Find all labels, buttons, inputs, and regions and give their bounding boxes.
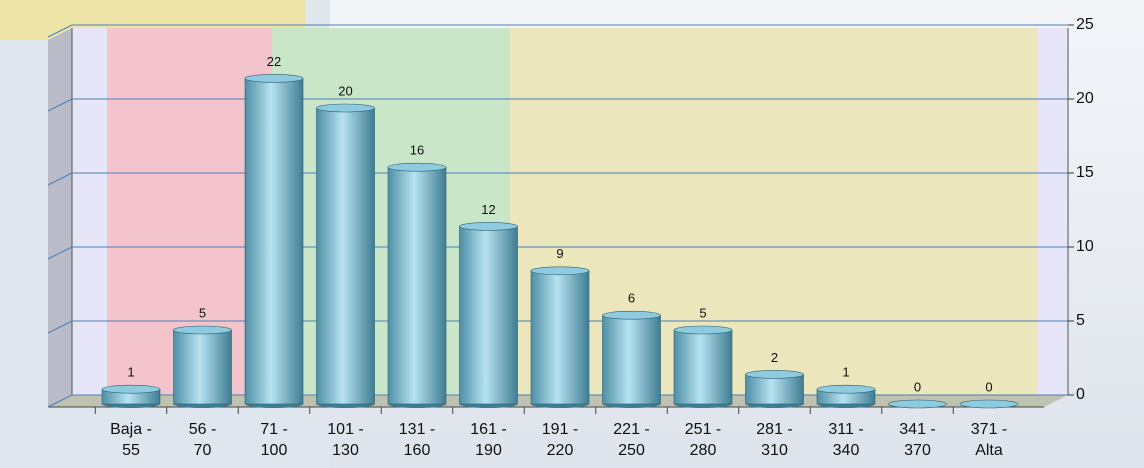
bar-top xyxy=(101,384,161,394)
x-tick-label: 190 xyxy=(475,442,502,459)
bar-top xyxy=(888,399,947,409)
x-tick-label: 71 - xyxy=(260,421,288,438)
x-tick-label: 250 xyxy=(618,442,645,459)
x-tick-label: 100 xyxy=(261,442,288,459)
grid-line-side xyxy=(47,172,73,186)
value-label: 9 xyxy=(556,246,563,261)
y-tick-label: 5 xyxy=(1076,312,1085,329)
bar xyxy=(387,166,447,405)
grid-line-side xyxy=(47,320,73,334)
x-tick-label: 251 - xyxy=(685,421,721,438)
value-label: 6 xyxy=(628,291,635,306)
x-tick-label: 130 xyxy=(332,442,359,459)
bar-top xyxy=(244,74,304,83)
x-tick-label: 55 xyxy=(122,442,140,459)
bar-top xyxy=(530,266,590,276)
bar-top xyxy=(673,325,733,335)
value-label: 16 xyxy=(410,143,424,158)
x-tick-label: 311 - xyxy=(828,421,863,438)
bar xyxy=(316,107,375,405)
value-label: 12 xyxy=(481,202,495,217)
x-tick-label: 340 xyxy=(833,442,860,459)
x-tick-label: 281 - xyxy=(756,421,792,438)
x-tick-label: 371 - xyxy=(971,421,1007,438)
grid-line-side xyxy=(47,98,73,112)
y-tick-label: 25 xyxy=(1076,16,1094,33)
x-tick-label: 280 xyxy=(690,442,717,459)
left-wall xyxy=(48,28,72,407)
bar xyxy=(673,329,733,405)
value-label: 0 xyxy=(914,379,921,394)
x-tick-label: 131 - xyxy=(399,421,435,438)
x-tick-label: 221 - xyxy=(613,421,649,438)
x-tick-label: 101 - xyxy=(327,421,363,438)
x-tick-label: 161 - xyxy=(470,421,506,438)
value-label: 0 xyxy=(985,379,992,394)
zone-high xyxy=(510,28,1037,395)
bar xyxy=(173,329,232,405)
bar-top xyxy=(173,325,232,335)
x-tick-label: 160 xyxy=(404,442,431,459)
value-label: 5 xyxy=(699,305,706,320)
grid-line-side xyxy=(47,394,73,408)
value-label: 1 xyxy=(127,365,134,380)
bar-top xyxy=(459,222,518,231)
bar xyxy=(745,374,804,405)
x-tick-label: 220 xyxy=(547,442,574,459)
x-tick-label: 341 - xyxy=(899,421,935,438)
bar xyxy=(244,78,304,405)
x-tick-label: 70 xyxy=(194,442,212,459)
y-tick-label: 15 xyxy=(1076,164,1094,181)
y-tick-label: 0 xyxy=(1076,386,1085,403)
bar xyxy=(530,270,590,405)
x-tick-label: Baja - xyxy=(110,421,152,438)
value-label: 20 xyxy=(338,83,352,98)
x-tick-label: 191 - xyxy=(542,421,578,438)
x-tick-label: Alta xyxy=(975,442,1003,459)
bar xyxy=(602,314,661,405)
value-label: 22 xyxy=(267,54,281,69)
grid-line-side xyxy=(47,24,73,38)
x-tick-label: 56 - xyxy=(189,421,217,438)
y-tick-label: 20 xyxy=(1076,90,1094,107)
value-label: 1 xyxy=(842,365,849,380)
value-label: 2 xyxy=(771,350,778,365)
bar xyxy=(459,226,518,405)
bar-top xyxy=(959,399,1019,409)
x-tick-label: 310 xyxy=(761,442,788,459)
value-label: 5 xyxy=(199,305,206,320)
y-tick-label: 10 xyxy=(1076,238,1094,255)
bar-top xyxy=(745,370,804,379)
bar-top xyxy=(602,310,661,320)
bar-top xyxy=(387,162,447,172)
bar-top xyxy=(816,384,876,394)
bar-top xyxy=(316,103,375,113)
grid-line-side xyxy=(47,246,73,260)
x-tick-label: 370 xyxy=(904,442,931,459)
